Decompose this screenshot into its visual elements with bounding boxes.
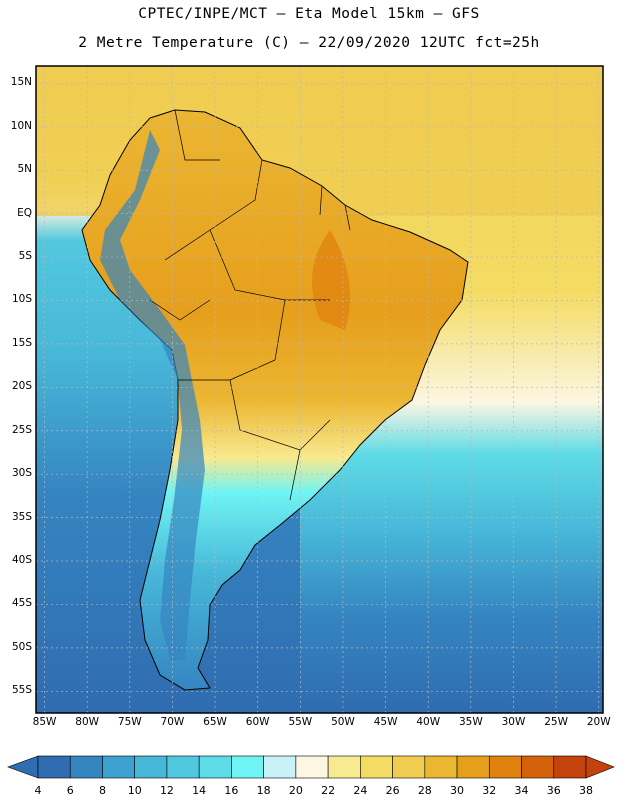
country-borders bbox=[149, 109, 351, 501]
colorbar-tick-label: 26 bbox=[385, 784, 400, 797]
lon-tick-label: 55W bbox=[288, 716, 313, 728]
lon-tick-label: 35W bbox=[458, 716, 483, 728]
title-line-2: 2 Metre Temperature (C) – 22/09/2020 12U… bbox=[78, 35, 540, 51]
colorbar-tick-label: 20 bbox=[288, 784, 303, 797]
title-line-1: CPTEC/INPE/MCT – Eta Model 15km – GFS bbox=[138, 6, 480, 22]
colorbar-swatch bbox=[327, 755, 361, 779]
andes-cold-ridge bbox=[100, 130, 205, 660]
colorbar-tick-label: 8 bbox=[98, 784, 106, 797]
lon-tick-label: 30W bbox=[501, 716, 526, 728]
colorbar-swatch bbox=[37, 755, 71, 779]
colorbar-tick-label: 16 bbox=[224, 784, 239, 797]
lat-tick-label: 55S bbox=[11, 684, 32, 697]
colorbar-swatch bbox=[134, 755, 168, 779]
heat-core-brazil bbox=[312, 230, 350, 330]
colorbar-tick-label: 34 bbox=[514, 784, 529, 797]
lat-tick-label: 20S bbox=[11, 380, 32, 393]
colorbar-tick-label: 24 bbox=[353, 784, 368, 797]
colorbar-tick-label: 4 bbox=[34, 784, 42, 797]
colorbar-tick-label: 30 bbox=[450, 784, 465, 797]
lat-tick-label: 45S bbox=[11, 597, 32, 610]
colorbar-swatch bbox=[392, 755, 426, 779]
lon-tick-label: 20W bbox=[586, 716, 611, 728]
lon-tick-label: 65W bbox=[203, 716, 227, 728]
colorbar-tick-label: 36 bbox=[546, 784, 561, 797]
colorbar-swatch bbox=[69, 755, 103, 779]
colorbar-swatch bbox=[424, 755, 458, 779]
colorbar-swatch bbox=[198, 755, 232, 779]
lon-tick-label: 45W bbox=[373, 716, 398, 728]
colorbar-tick-label: 6 bbox=[66, 784, 74, 797]
colorbar-swatch bbox=[231, 755, 264, 779]
lat-tick-label: 10S bbox=[11, 293, 32, 306]
lon-tick-label: 80W bbox=[75, 716, 100, 728]
lat-tick-label: 50S bbox=[11, 640, 32, 653]
colorbar-tick-label: 14 bbox=[192, 784, 207, 797]
colorbar-swatch bbox=[488, 755, 522, 779]
colorbar-tick-label: 18 bbox=[256, 784, 271, 797]
lat-tick-label: 5N bbox=[17, 163, 32, 176]
colorbar-low-arrow bbox=[7, 755, 39, 779]
lon-tick-label: 40W bbox=[416, 716, 441, 728]
colorbar-swatch bbox=[295, 755, 329, 779]
lon-tick-label: 50W bbox=[331, 716, 355, 728]
lat-tick-label: 30S bbox=[11, 467, 32, 480]
colorbar-swatch bbox=[521, 755, 555, 779]
colorbar-swatch bbox=[456, 755, 490, 779]
colorbar-tick-label: 28 bbox=[417, 784, 432, 797]
colorbar-tick-label: 12 bbox=[159, 784, 174, 797]
colorbar-tick-label: 38 bbox=[579, 784, 593, 797]
lon-tick-label: 25W bbox=[544, 716, 568, 728]
colorbar-swatch bbox=[102, 755, 136, 779]
lat-tick-label: EQ bbox=[17, 206, 32, 219]
colorbar-tick-label: 10 bbox=[127, 784, 142, 797]
lat-tick-label: 10N bbox=[10, 119, 32, 132]
lat-tick-label: 15S bbox=[11, 336, 32, 349]
lat-tick-label: 40S bbox=[11, 554, 32, 567]
lat-tick-label: 35S bbox=[11, 510, 32, 523]
colorbar bbox=[7, 755, 615, 779]
colorbar-swatch bbox=[263, 755, 297, 779]
lon-tick-label: 85W bbox=[32, 716, 57, 728]
lon-tick-label: 60W bbox=[245, 716, 270, 728]
colorbar-tick-label: 32 bbox=[482, 784, 497, 797]
colorbar-swatch bbox=[360, 755, 393, 779]
map-frame bbox=[35, 65, 604, 714]
colorbar-tick-label: 22 bbox=[321, 784, 336, 797]
colorbar-high-arrow bbox=[585, 755, 615, 779]
lat-tick-label: 5S bbox=[18, 250, 32, 263]
lon-tick-label: 75W bbox=[117, 716, 142, 728]
colorbar-swatch bbox=[166, 755, 200, 779]
lat-tick-label: 15N bbox=[10, 76, 32, 89]
lat-tick-label: 25S bbox=[11, 423, 32, 436]
colorbar-swatch bbox=[553, 755, 587, 779]
lon-tick-label: 70W bbox=[160, 716, 185, 728]
